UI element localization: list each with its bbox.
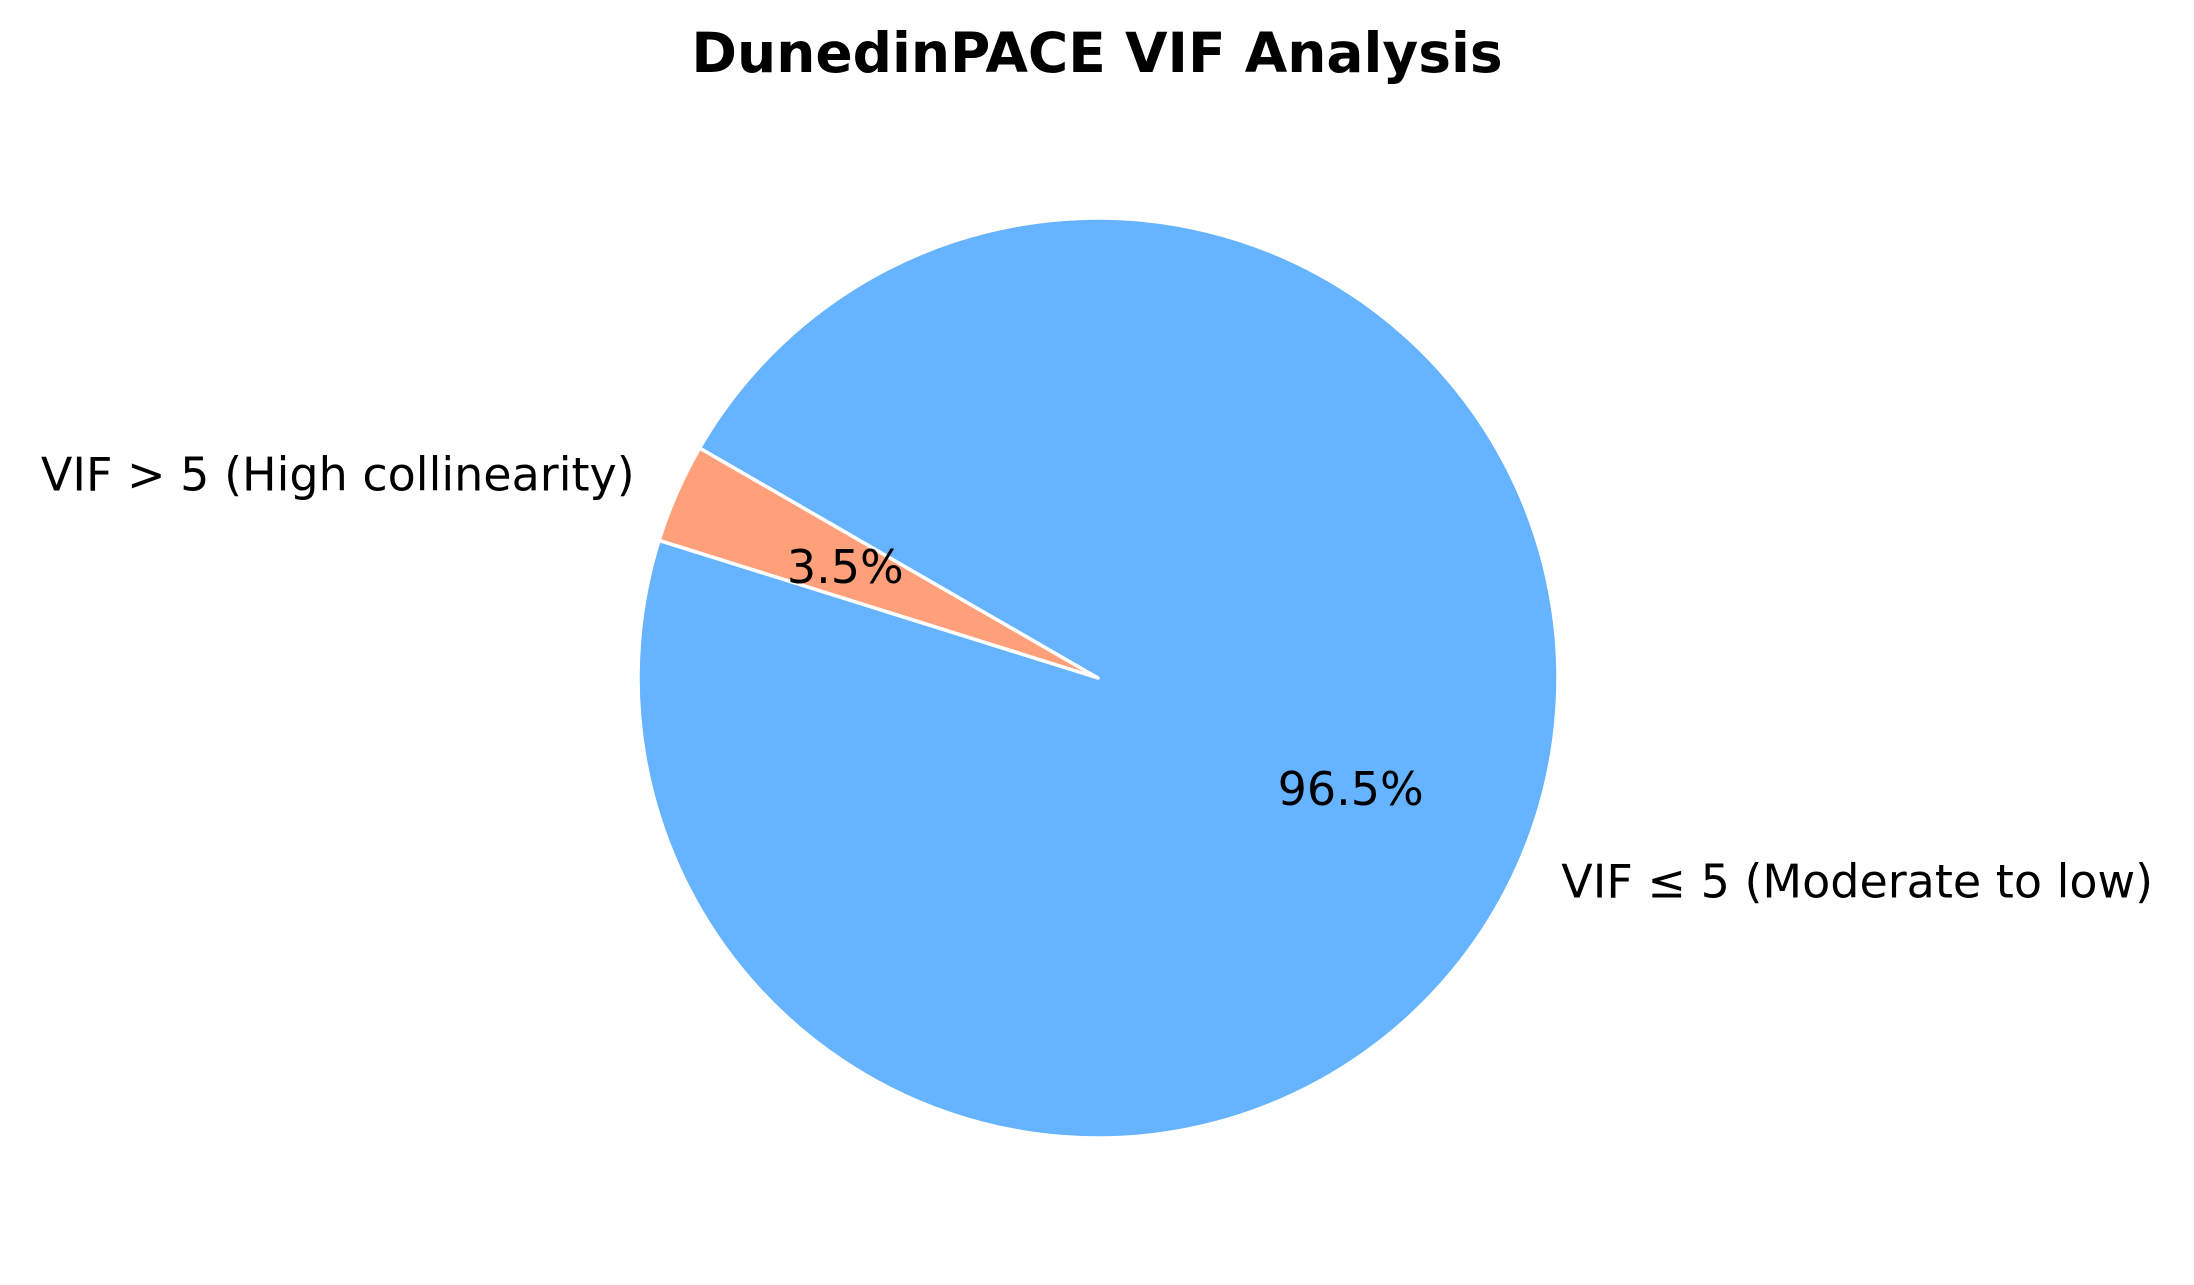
slice-percentage-label: 96.5% (1278, 762, 1424, 816)
slice-label: VIF > 5 (High collinearity) (41, 448, 635, 502)
pie-slice (636, 216, 1560, 1140)
pie-slices (636, 216, 1560, 1140)
slice-label: VIF ≤ 5 (Moderate to low) (1561, 854, 2153, 908)
chart-title: DunedinPACE VIF Analysis (691, 21, 1502, 85)
slice-percentage-label: 3.5% (787, 540, 904, 594)
pie-labels: VIF > 5 (High collinearity) 3.5% VIF ≤ 5 (… (41, 448, 2153, 909)
